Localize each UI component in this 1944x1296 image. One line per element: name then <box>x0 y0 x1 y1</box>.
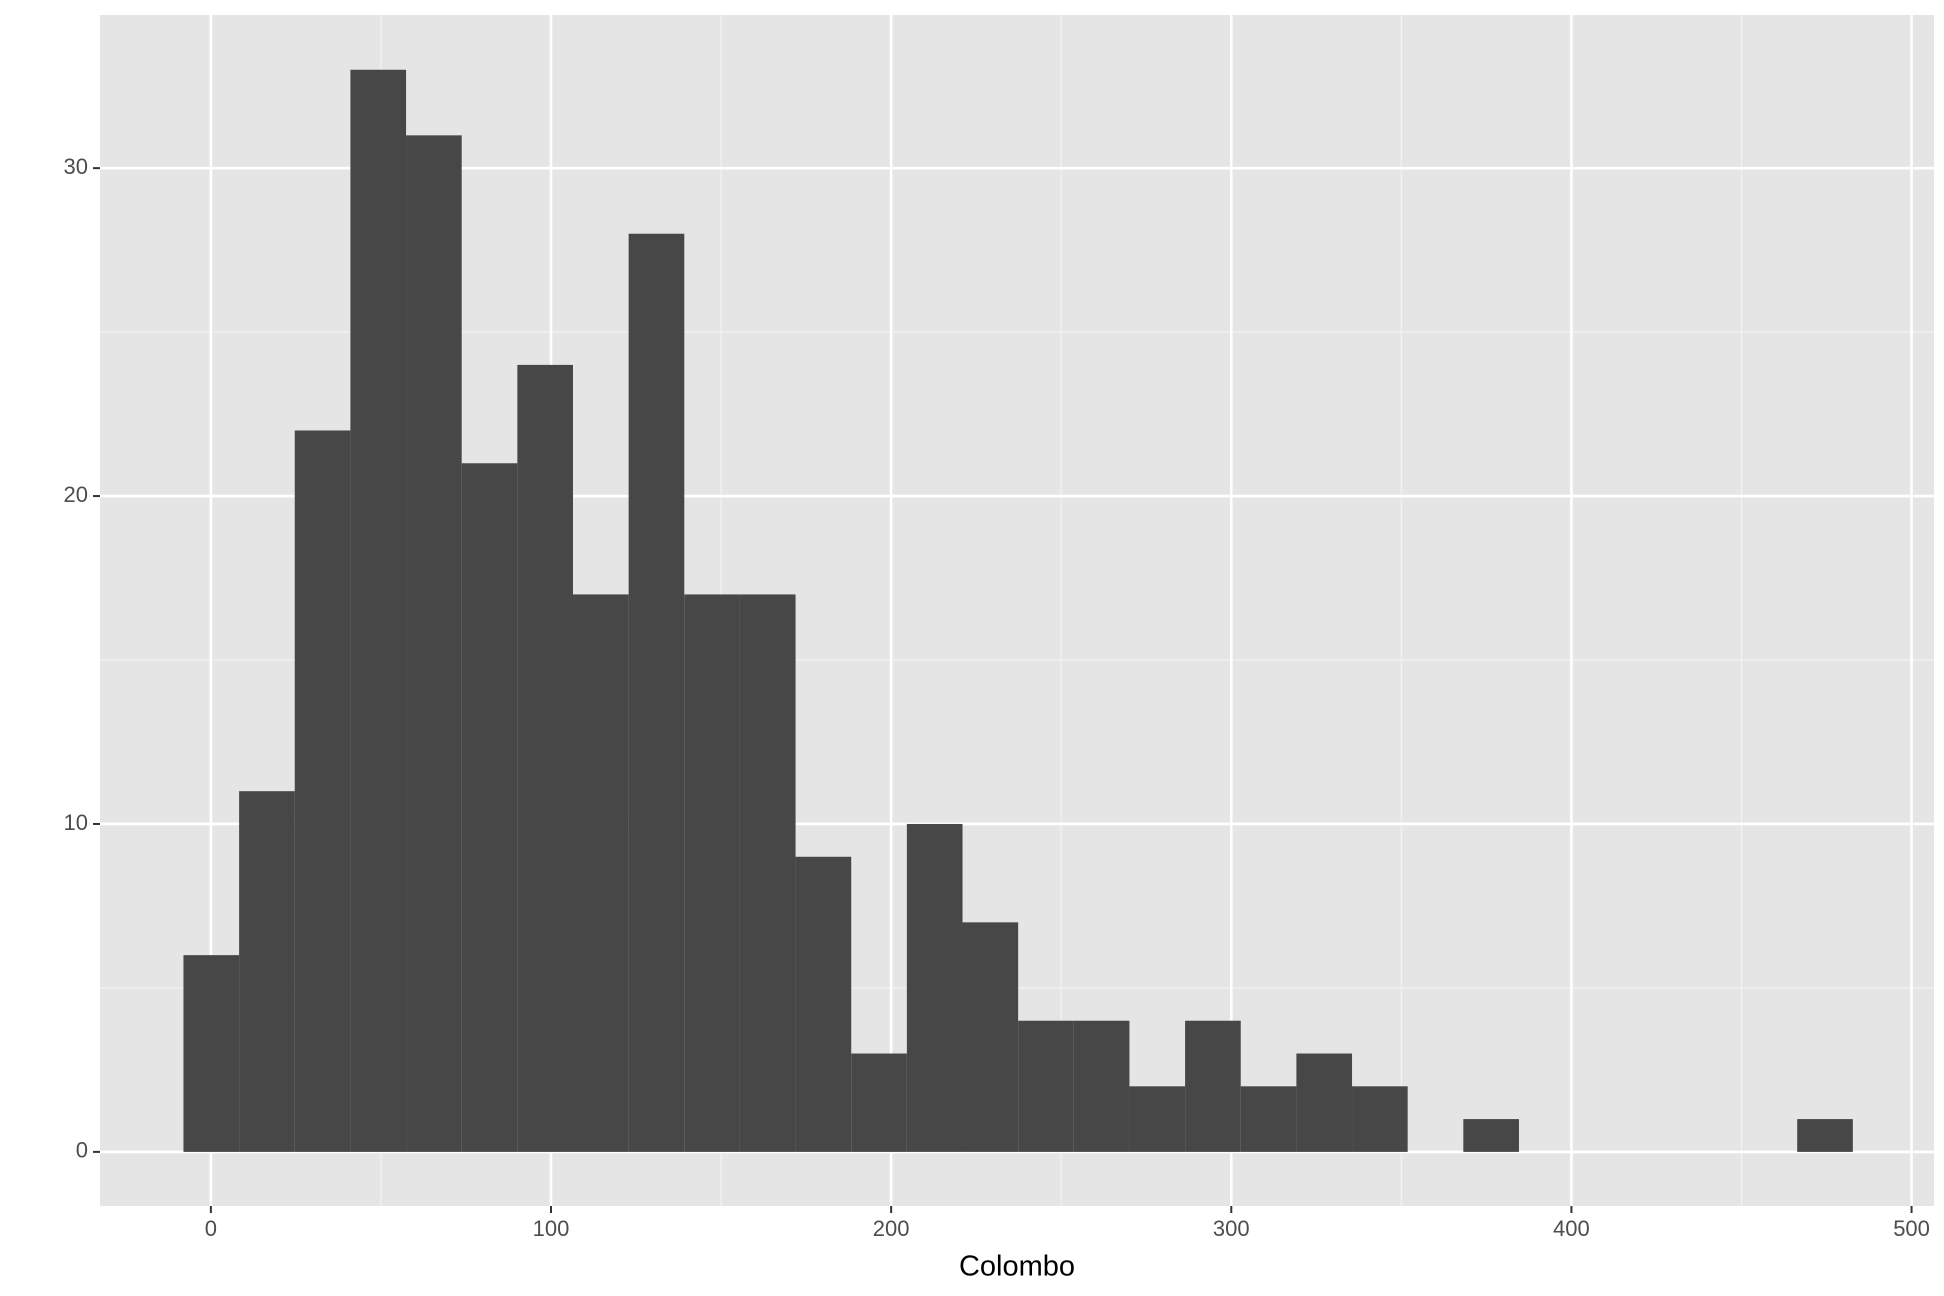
bar <box>1463 1119 1519 1152</box>
bar <box>739 594 796 1152</box>
bar <box>461 463 518 1152</box>
bar <box>239 791 295 1152</box>
bar <box>406 135 462 1152</box>
bar <box>183 955 240 1152</box>
bar <box>1352 1086 1408 1152</box>
x-axis-title: Colombo <box>959 1251 1075 1283</box>
bar <box>1797 1119 1853 1152</box>
x-tick-label: 100 <box>533 1216 570 1241</box>
y-tick-label: 0 <box>76 1138 88 1163</box>
bar <box>517 364 573 1152</box>
bar <box>350 69 407 1152</box>
bar <box>1129 1086 1186 1152</box>
y-tick-label: 10 <box>64 810 88 835</box>
bar <box>1018 1020 1074 1152</box>
bar <box>851 1053 907 1152</box>
bar <box>962 922 1019 1152</box>
bar <box>1073 1020 1130 1152</box>
bar <box>795 856 852 1152</box>
x-tick-label: 300 <box>1213 1216 1250 1241</box>
bar <box>294 430 351 1152</box>
x-tick-label: 400 <box>1553 1216 1590 1241</box>
bar <box>1296 1053 1353 1152</box>
y-tick-label: 20 <box>64 482 88 507</box>
bar <box>628 233 685 1152</box>
bar <box>572 594 629 1152</box>
x-tick-label: 200 <box>873 1216 910 1241</box>
y-tick-label: 30 <box>64 154 88 179</box>
bar <box>684 594 740 1152</box>
bar <box>1240 1086 1297 1152</box>
x-tick-label: 500 <box>1893 1216 1930 1241</box>
x-tick-label: 0 <box>205 1216 217 1241</box>
bar <box>906 823 963 1152</box>
bar <box>1185 1020 1241 1152</box>
